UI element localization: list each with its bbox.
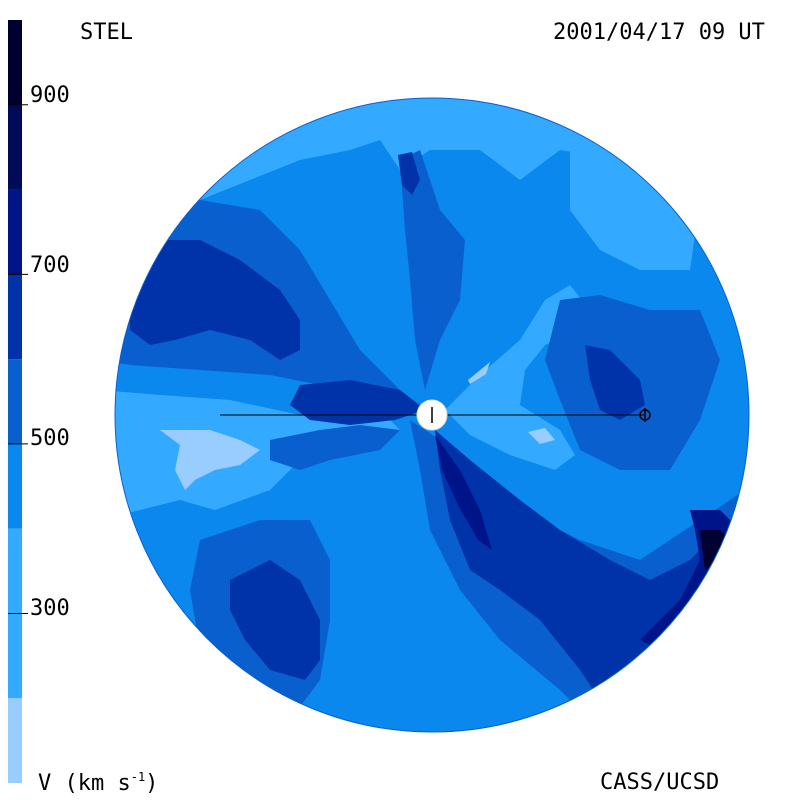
credit-label: CASS/UCSD xyxy=(600,770,720,795)
unit-exponent: -1 xyxy=(130,770,146,784)
contour-region xyxy=(435,435,492,550)
colorbar-band xyxy=(8,443,22,529)
colorbar-band xyxy=(8,359,22,444)
timestamp-label: 2001/04/17 09 UT xyxy=(553,20,765,45)
velocity-colorbar xyxy=(8,20,28,783)
contour-region xyxy=(528,428,555,444)
colorbar-tick-500: 500 xyxy=(30,426,70,451)
colorbar-band xyxy=(8,274,22,360)
station-label: STEL xyxy=(80,20,133,45)
contour-region xyxy=(585,345,645,420)
contour-region xyxy=(398,152,420,195)
contour-region xyxy=(400,150,465,390)
colorbar-band xyxy=(8,104,22,190)
contour-region xyxy=(160,430,260,490)
colorbar-band xyxy=(8,698,22,783)
disc-outline xyxy=(114,97,750,733)
colorbar-tick-900: 900 xyxy=(30,83,70,108)
earth-marker xyxy=(639,408,651,422)
contour-region xyxy=(230,560,320,680)
contour-region xyxy=(700,530,735,570)
contour-region xyxy=(270,425,400,470)
variable-label: V (km s-1) xyxy=(38,770,159,796)
contour-region xyxy=(290,380,425,425)
colorbar-tick-700: 700 xyxy=(30,253,70,278)
contour-region xyxy=(468,362,490,384)
colorbar-band xyxy=(8,20,22,105)
colorbar-tick-300: 300 xyxy=(30,596,70,621)
contour-region xyxy=(130,240,300,360)
colorbar-band xyxy=(8,189,22,275)
